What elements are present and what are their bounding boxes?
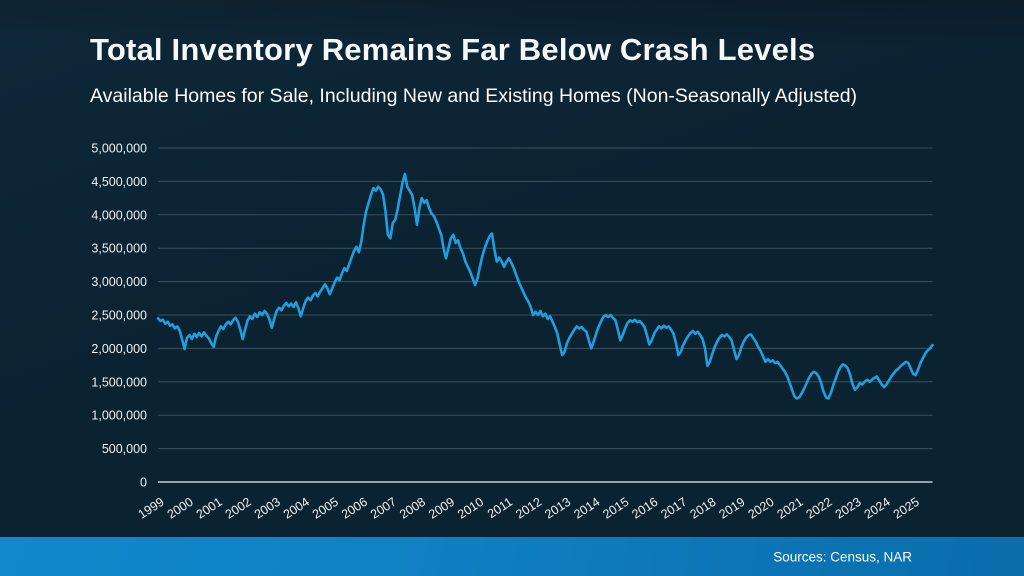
- x-axis-tick-label: 2016: [629, 495, 660, 522]
- y-axis-tick-label: 5,000,000: [91, 142, 147, 156]
- y-axis-tick-label: 4,000,000: [91, 208, 147, 222]
- y-axis-tick-label: 1,500,000: [91, 375, 147, 389]
- y-axis-tick-label: 500,000: [102, 442, 147, 456]
- y-axis-tick-label: 4,500,000: [91, 175, 147, 189]
- x-axis-tick-label: 2011: [485, 495, 515, 521]
- x-axis-tick-label: 2000: [165, 495, 196, 522]
- x-axis-tick-label: 2003: [252, 495, 283, 522]
- y-axis-tick-label: 1,000,000: [91, 409, 147, 423]
- x-axis-tick-label: 2014: [571, 495, 602, 522]
- page-title: Total Inventory Remains Far Below Crash …: [90, 32, 816, 67]
- chart-subtitle: Available Homes for Sale, Including New …: [90, 85, 858, 107]
- y-axis-tick-label: 3,000,000: [91, 275, 147, 289]
- x-axis-tick-label: 2002: [223, 495, 254, 522]
- x-axis-tick-label: 2013: [542, 495, 573, 522]
- x-axis-tick-label: 1999: [136, 495, 167, 522]
- x-axis-tick-label: 2008: [397, 495, 428, 522]
- x-axis-tick-label: 2019: [717, 495, 748, 522]
- x-axis-tick-label: 2023: [833, 495, 864, 522]
- y-axis-tick-label: 3,500,000: [91, 242, 147, 256]
- x-axis-tick-label: 2020: [746, 495, 777, 522]
- x-axis-tick-label: 2010: [455, 495, 486, 522]
- x-axis-tick-label: 2012: [513, 495, 544, 522]
- y-axis-tick-label: 0: [140, 476, 147, 490]
- y-axis-tick-label: 2,500,000: [91, 309, 147, 323]
- x-axis-tick-label: 2009: [426, 495, 457, 522]
- x-axis-tick-label: 2018: [688, 495, 719, 522]
- inventory-series-line: [156, 172, 934, 400]
- footer-bar: Sources: Census, NAR: [0, 537, 1024, 576]
- x-axis-tick-label: 2022: [804, 495, 835, 522]
- x-axis-tick-label: 2007: [368, 495, 399, 522]
- x-axis-tick-label: 2025: [891, 495, 922, 522]
- x-axis-tick-label: 2017: [658, 495, 689, 522]
- y-axis-tick-label: 2,000,000: [91, 342, 147, 356]
- x-axis-tick-label: 2015: [600, 495, 631, 522]
- x-axis-tick-label: 2006: [339, 495, 370, 522]
- x-axis-tick-label: 2004: [281, 495, 312, 522]
- sources-text: Sources: Census, NAR: [773, 549, 912, 564]
- x-axis-tick-label: 2001: [194, 495, 225, 522]
- x-axis-tick-label: 2005: [310, 495, 341, 522]
- x-axis-tick-label: 2021: [775, 495, 806, 522]
- x-axis-tick-label: 2024: [862, 495, 893, 522]
